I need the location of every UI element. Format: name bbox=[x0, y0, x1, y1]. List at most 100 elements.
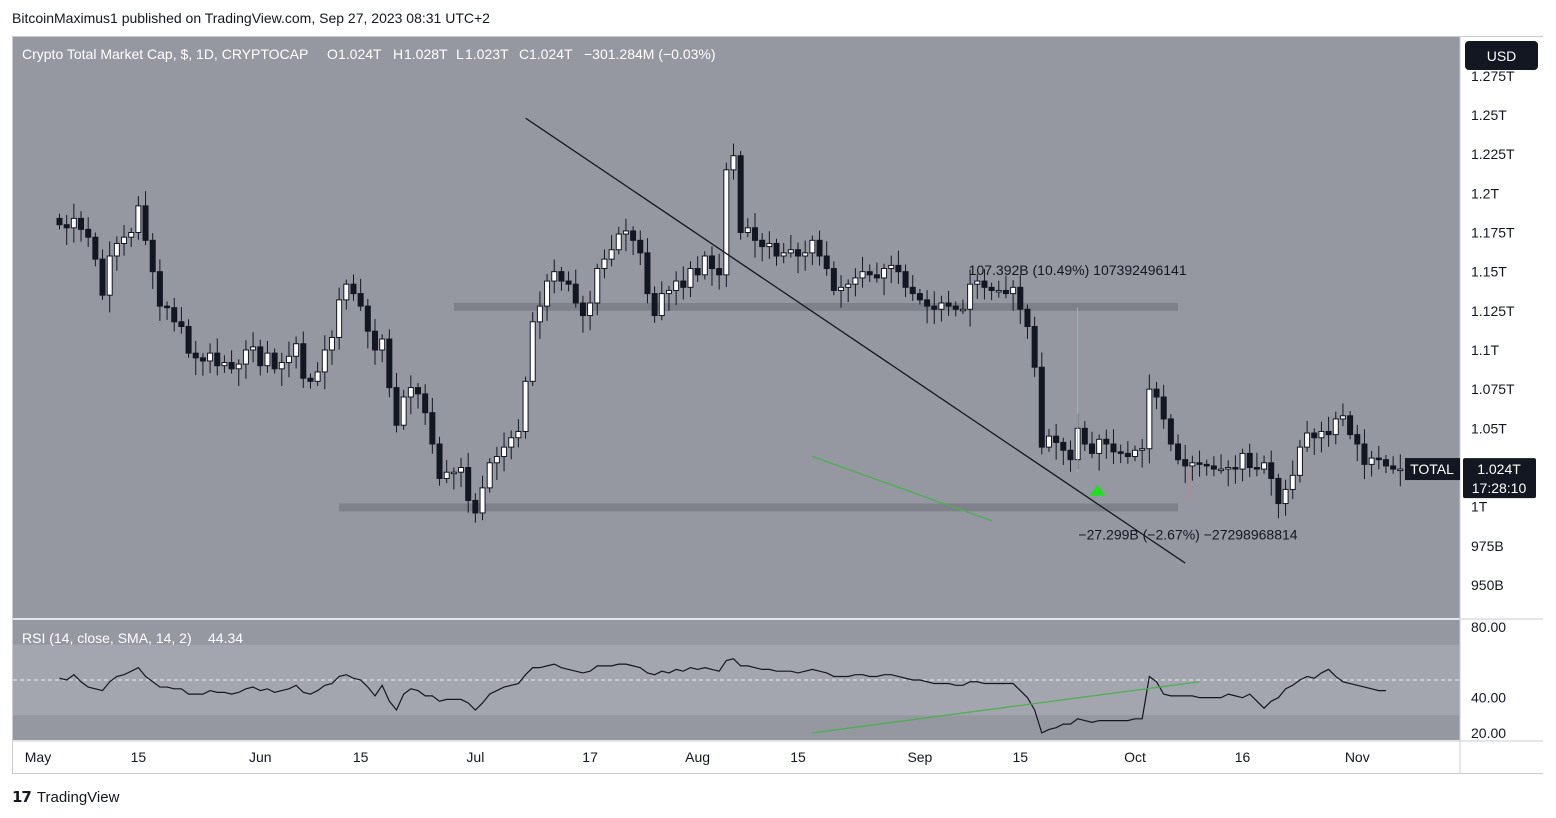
candle-body bbox=[343, 283, 350, 301]
candle-body bbox=[106, 255, 113, 296]
tradingview-logo[interactable]: 17 TradingView bbox=[12, 787, 119, 807]
candle-body bbox=[63, 224, 70, 229]
candle-body bbox=[687, 268, 694, 288]
candle-body bbox=[988, 286, 995, 291]
candle-body bbox=[264, 352, 271, 367]
candle-body bbox=[443, 471, 450, 479]
legend-item-4: 1.028T bbox=[404, 46, 448, 62]
candle-body bbox=[1275, 477, 1282, 505]
candle-body bbox=[931, 305, 938, 310]
time-tick-label: Sep bbox=[907, 749, 932, 765]
descending-trendline bbox=[525, 117, 1186, 564]
candle-body bbox=[536, 305, 543, 323]
candle-body bbox=[1031, 326, 1038, 368]
candle-body bbox=[959, 308, 966, 312]
candle-body bbox=[56, 217, 63, 226]
candle-body bbox=[737, 155, 744, 234]
candle-body bbox=[1397, 468, 1404, 472]
candle-body bbox=[1318, 430, 1325, 439]
legend-item-3: H bbox=[393, 46, 403, 62]
candle-body bbox=[458, 467, 465, 473]
candle-body bbox=[1390, 465, 1397, 470]
candle-body bbox=[1289, 474, 1296, 490]
candle-body bbox=[558, 271, 565, 282]
candle-body bbox=[579, 302, 586, 317]
candle-body bbox=[1088, 443, 1095, 454]
time-tick-label: 15 bbox=[131, 749, 147, 765]
candle-body bbox=[250, 346, 257, 351]
candle-body bbox=[730, 155, 737, 171]
candle-body bbox=[1045, 435, 1052, 448]
candle-body bbox=[701, 255, 708, 276]
candle-body bbox=[1132, 449, 1139, 458]
candle-body bbox=[522, 380, 529, 432]
candle-body bbox=[1375, 457, 1382, 461]
candle-body bbox=[694, 268, 701, 276]
candle-body bbox=[873, 274, 880, 279]
candle-body bbox=[630, 230, 637, 241]
candle-body bbox=[673, 280, 680, 291]
candle-body bbox=[199, 357, 206, 362]
candle-body bbox=[1160, 396, 1167, 420]
price-tick-label: 1.225T bbox=[1471, 146, 1515, 162]
candle-body bbox=[1081, 427, 1088, 445]
candle-body bbox=[1110, 443, 1117, 453]
price-tag-countdown: 17:28:10 bbox=[1472, 480, 1527, 496]
price-tick-label: 1.05T bbox=[1471, 420, 1507, 436]
candle-body bbox=[465, 467, 472, 501]
price-tick-label: 950B bbox=[1471, 577, 1504, 593]
legend-item-9: −301.284M (−0.03%) bbox=[584, 46, 716, 62]
candle-body bbox=[838, 286, 845, 291]
candle-body bbox=[974, 280, 981, 285]
rsi-label: RSI (14, close, SMA, 14, 2) bbox=[22, 630, 192, 646]
time-tick-label: 15 bbox=[353, 749, 369, 765]
candle-body bbox=[400, 396, 407, 426]
time-tick-label: Jul bbox=[466, 749, 484, 765]
price-tick-label: 1.1T bbox=[1471, 342, 1499, 358]
candle-body bbox=[1361, 443, 1368, 465]
candle-body bbox=[221, 362, 228, 367]
candle-body bbox=[508, 437, 515, 448]
candle-body bbox=[744, 227, 751, 234]
candle-body bbox=[1332, 418, 1339, 436]
price-tick-label: 1.2T bbox=[1471, 185, 1499, 201]
candle-body bbox=[300, 343, 307, 379]
candle-body bbox=[909, 286, 916, 295]
candle-body bbox=[1196, 462, 1203, 465]
legend-item-0: Crypto Total Market Cap, $, 1D, CRYPTOCA… bbox=[22, 46, 308, 62]
candle-body bbox=[601, 258, 608, 270]
price-tick-label: 1.175T bbox=[1471, 225, 1515, 241]
candle-body bbox=[587, 302, 594, 317]
price-tick-label: 1.15T bbox=[1471, 264, 1507, 280]
candle-body bbox=[1060, 441, 1067, 451]
candle-body bbox=[1296, 446, 1303, 476]
rsi-tick-label: 80.00 bbox=[1471, 619, 1506, 635]
candle-body bbox=[192, 352, 199, 359]
support-zone-0 bbox=[453, 303, 1179, 311]
candle-body bbox=[637, 239, 644, 254]
price-tag-value: 1.024T bbox=[1477, 461, 1521, 477]
rsi-tick-label: 20.00 bbox=[1471, 725, 1506, 741]
candle-body bbox=[572, 283, 579, 304]
currency-button[interactable]: USD bbox=[1465, 41, 1538, 70]
candle-body bbox=[981, 280, 988, 288]
publisher-line: BitcoinMaximus1 published on TradingView… bbox=[12, 10, 490, 26]
candle-body bbox=[565, 280, 572, 285]
candle-body bbox=[450, 471, 457, 475]
candle-body bbox=[336, 299, 343, 338]
candle-body bbox=[845, 283, 852, 288]
candle-body bbox=[952, 305, 959, 310]
price-tick-label: 1.25T bbox=[1471, 107, 1507, 123]
candle-body bbox=[371, 330, 378, 351]
candle-body bbox=[1225, 467, 1232, 470]
candle-body bbox=[307, 377, 314, 382]
candle-body bbox=[415, 387, 422, 395]
candle-body bbox=[529, 321, 536, 382]
candle-body bbox=[1282, 488, 1289, 505]
candle-body bbox=[1182, 459, 1189, 467]
rsi-support-line bbox=[812, 681, 1200, 734]
legend-item-2: 1.024T bbox=[338, 46, 382, 62]
candle-body bbox=[622, 230, 629, 235]
legend-item-8: 1.024T bbox=[529, 46, 573, 62]
